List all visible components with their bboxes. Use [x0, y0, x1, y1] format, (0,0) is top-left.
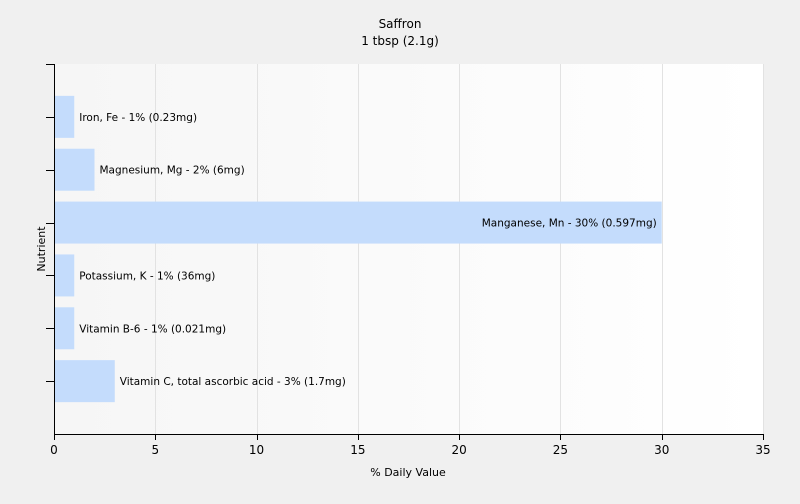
x-tick-label: 15 [350, 443, 365, 457]
x-tick-label: 5 [151, 443, 159, 457]
bar-label: Manganese, Mn - 30% (0.597mg) [482, 218, 657, 230]
bar [55, 201, 662, 244]
bar-label: Iron, Fe - 1% (0.23mg) [79, 112, 197, 124]
x-tick-label: 25 [553, 443, 568, 457]
bar [55, 307, 75, 350]
x-tick-label: 10 [249, 443, 264, 457]
x-tick-label: 20 [452, 443, 467, 457]
bar [55, 148, 95, 191]
plot-area [54, 64, 763, 434]
bar-label: Vitamin C, total ascorbic acid - 3% (1.7… [120, 376, 346, 388]
x-tick-label: 30 [654, 443, 669, 457]
bar-label: Potassium, K - 1% (36mg) [79, 270, 215, 282]
bars: Iron, Fe - 1% (0.23mg) Magnesium, Mg - 2%… [55, 95, 662, 403]
bar-label: Magnesium, Mg - 2% (6mg) [100, 165, 245, 177]
bar-label: Vitamin B-6 - 1% (0.021mg) [79, 323, 226, 335]
x-axis-label: % Daily Value [370, 466, 446, 479]
bar [55, 95, 75, 138]
grid-lines [155, 64, 764, 434]
bar [55, 254, 75, 297]
axes: 0 5 10 15 20 25 30 35 [46, 64, 771, 457]
bar [55, 360, 115, 403]
x-tick-label: 0 [50, 443, 58, 457]
chart-title: Saffron [379, 17, 422, 31]
y-axis-label: Nutrient [35, 226, 48, 272]
x-tick-label: 35 [755, 443, 770, 457]
chart-subtitle: 1 tbsp (2.1g) [361, 34, 439, 48]
